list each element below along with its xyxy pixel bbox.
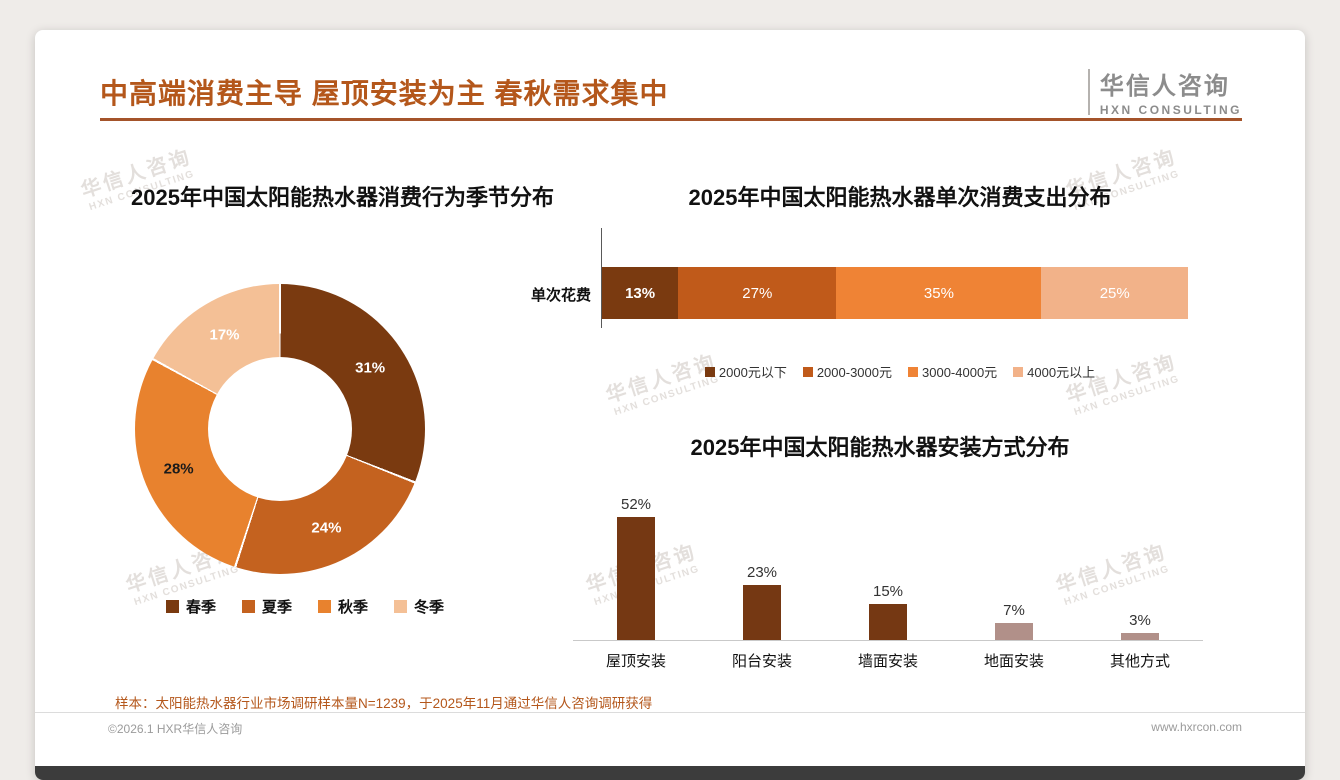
bar	[995, 623, 1033, 640]
bar-value-label: 15%	[872, 583, 904, 600]
footer-divider	[35, 712, 1305, 713]
legend-label: 夏季	[261, 599, 292, 616]
bar-category-label: 墙面安装	[857, 653, 918, 670]
logo-divider	[1087, 68, 1090, 115]
season-chart-title: 2025年中国太阳能热水器消费行为季节分布	[131, 185, 554, 210]
spend-row-label: 单次花费	[530, 287, 591, 304]
legend-item: 春季	[165, 596, 216, 617]
bar-slot: 52%	[573, 496, 699, 640]
legend-label: 2000-3000元	[816, 365, 892, 380]
legend-label: 冬季	[414, 599, 445, 616]
bar-slot: 15%	[825, 583, 951, 640]
bar-value-label: 3%	[1129, 612, 1151, 629]
donut-slice-label: 28%	[163, 460, 194, 478]
legend-item: 秋季	[318, 596, 368, 617]
logo-name: 华信人咨询	[1099, 73, 1230, 100]
install-chart-title: 2025年中国太阳能热水器安装方式分布	[690, 435, 1070, 460]
legend-swatch	[908, 366, 918, 377]
footer-copyright: ©2026.1 HXR华信人咨询	[108, 722, 243, 736]
legend-swatch	[704, 366, 715, 377]
bar-value-label: 23%	[746, 564, 778, 581]
spend-axis-line	[601, 228, 602, 328]
bar-value-label: 52%	[620, 496, 652, 513]
bar-category-label: 阳台安装	[731, 653, 792, 670]
spend-stacked-bar: 13% 27% 35% 25%	[602, 267, 1188, 319]
bar	[1121, 633, 1159, 640]
bar	[869, 604, 907, 640]
donut-slice-label: 31%	[355, 359, 386, 377]
logo-subtitle: HXN CONSULTING	[1099, 103, 1242, 117]
bar	[617, 517, 655, 640]
footer-website: www.hxrcon.com	[1151, 720, 1242, 734]
logo-text: 华信人咨询 HXN CONSULTING	[1100, 66, 1242, 117]
legend-swatch	[241, 600, 255, 613]
stacked-segment: 25%	[1041, 267, 1188, 319]
brand-logo: 华信人咨询 HXN CONSULTING	[1087, 66, 1242, 117]
legend-label: 3000-4000元	[922, 365, 998, 380]
donut-slice-label: 17%	[209, 326, 240, 344]
legend-label: 4000元以上	[1027, 365, 1096, 380]
bar-category-label: 屋顶安装	[605, 653, 666, 670]
legend-item: 冬季	[394, 596, 444, 617]
slide-content: 中高端消费主导 屋顶安装为主 春秋需求集中 华信人咨询 HXN CONSULTI…	[35, 30, 1305, 780]
stacked-segment: 13%	[602, 267, 679, 319]
spend-chart-title: 2025年中国太阳能热水器单次消费支出分布	[688, 185, 1112, 210]
legend-swatch	[1013, 366, 1024, 377]
legend-swatch	[394, 600, 408, 613]
bar-slot: 7%	[951, 602, 1077, 640]
bar-category-label: 地面安装	[983, 653, 1044, 670]
season-donut-hole	[208, 357, 352, 501]
legend-label: 2000元以下	[718, 365, 787, 380]
legend-swatch	[165, 600, 179, 613]
install-chart: 52% 23% 15% 7% 3% 屋顶安装 阳台安装 墙面安装 地面安装 其他方式	[573, 492, 1203, 671]
legend-item: 3000-4000元	[908, 362, 997, 381]
bar-value-label: 7%	[1003, 602, 1025, 619]
spend-legend: 2000元以下 2000-3000元 3000-4000元 4000元以上	[615, 362, 1185, 381]
bar-category-label: 其他方式	[1109, 653, 1170, 670]
bar-slot: 23%	[699, 564, 825, 640]
legend-item: 2000元以下	[704, 362, 787, 381]
donut-slice-label: 24%	[311, 519, 342, 537]
legend-swatch	[318, 600, 331, 613]
install-baseline	[573, 640, 1203, 641]
slide-card: 华信人咨询 HXN CONSULTING 华信人咨询 HXN CONSULTING 华信…	[35, 30, 1305, 780]
season-donut-ring: 31% 24% 28% 17%	[135, 284, 425, 574]
legend-item: 4000元以上	[1013, 362, 1095, 381]
bar-slot: 3%	[1077, 612, 1203, 640]
bottom-bar	[35, 766, 1305, 780]
install-bars: 52% 23% 15% 7% 3%	[573, 492, 1203, 640]
stacked-segment: 35%	[836, 267, 1042, 319]
season-legend: 春季 夏季 秋季 冬季	[75, 596, 535, 617]
page-title: 中高端消费主导 屋顶安装为主 春秋需求集中	[100, 78, 669, 109]
footnote: 样本：太阳能热水器行业市场调研样本量N=1239，于2025年11月通过华信人咨…	[115, 696, 653, 711]
legend-label: 秋季	[338, 599, 369, 616]
stacked-segment: 27%	[678, 267, 837, 319]
legend-item: 2000-3000元	[802, 362, 892, 381]
legend-item: 夏季	[241, 596, 292, 617]
bar	[743, 585, 781, 640]
season-donut: 31% 24% 28% 17%	[135, 284, 425, 574]
legend-label: 春季	[185, 599, 216, 616]
title-divider	[100, 118, 1242, 121]
legend-swatch	[802, 366, 813, 377]
install-categories: 屋顶安装 阳台安装 墙面安装 地面安装 其他方式	[573, 650, 1203, 671]
